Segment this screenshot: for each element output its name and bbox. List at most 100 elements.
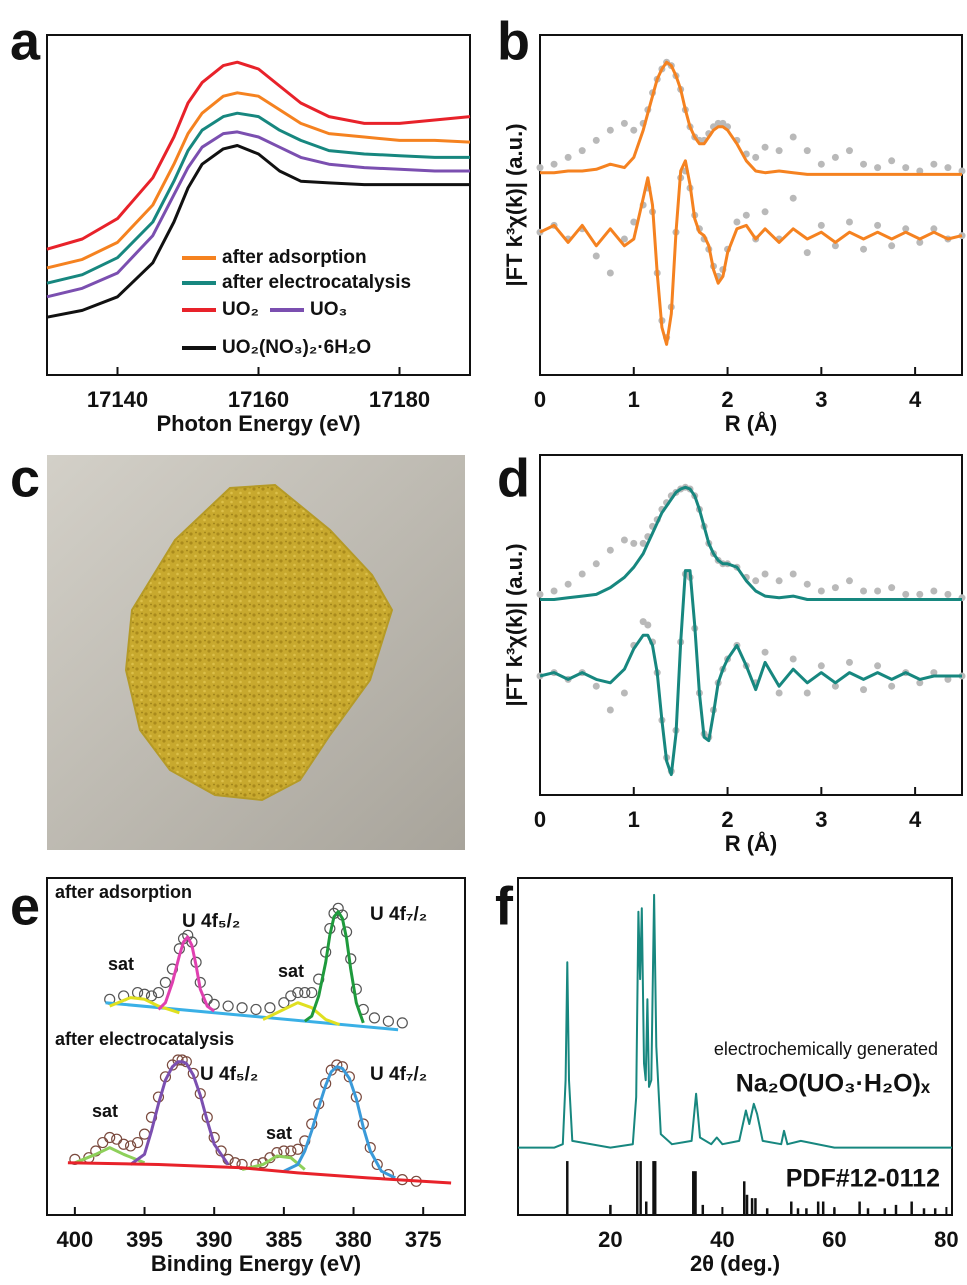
x-axis-label: 2θ (deg.) [690,1251,780,1276]
annotation: Na₂O(UO₃·H₂O)ₓ [736,1070,931,1098]
legend-label: UO₃ [310,299,347,320]
data-circle [292,1143,304,1155]
data-dot [902,590,910,598]
data-line [109,996,180,1015]
data-dot [789,570,797,578]
data-dot [592,682,600,690]
data-dot [874,164,882,172]
photo-panel: c [10,448,465,850]
data-circle [222,1000,234,1012]
panel-label: b [497,11,530,71]
annotation: U 4f₅/₂ [200,1064,258,1085]
data-dot [930,225,938,233]
data-dot [752,153,760,161]
data-dot [789,133,797,141]
data-circle [145,990,158,1002]
annotation: U 4f₅/₂ [182,911,240,932]
y-axis-label: |FT k³χ(k)| (a.u.) [502,543,527,706]
x-tick-label: 4 [909,807,922,832]
annotation: U 4f₇/₂ [370,1064,427,1085]
data-circle [172,1054,184,1066]
data-circle [371,1158,383,1171]
data-dot [944,590,952,598]
x-tick-label: 0 [534,807,546,832]
x-tick-label: 60 [822,1227,846,1252]
legend-label: UO₂(NO₃)₂·6H₂O [222,337,371,358]
data-circle [396,1017,408,1029]
data-line [518,893,952,1149]
data-dot [761,648,769,656]
data-dot [831,682,839,690]
data-line [283,1065,396,1180]
annotation: after electrocatalysis [55,1029,234,1049]
data-circle [236,1002,248,1014]
data-line [157,935,216,1013]
data-dot [888,682,896,690]
x-tick-label: 3 [815,807,827,832]
data-dot [536,164,544,172]
data-line [105,1001,399,1032]
data-dot [860,160,868,168]
data-circle [368,1012,381,1024]
data-circle [264,1002,276,1014]
data-circle [104,1131,116,1144]
data-line [129,1060,230,1166]
x-tick-label: 380 [335,1227,372,1252]
x-tick-label: 17160 [228,387,289,412]
data-line [303,910,365,1024]
data-dot [606,706,614,714]
data-dot [761,208,769,216]
data-circle [285,1145,297,1157]
x-tick-label: 3 [815,387,827,412]
data-circle [152,986,165,999]
data-dot [775,689,783,697]
plot-frame [539,454,963,796]
x-axis-label: Photon Energy (eV) [156,411,360,436]
x-tick-label: 17180 [369,387,430,412]
x-tick-label: 40 [710,1227,734,1252]
data-line [46,130,470,299]
panel-label: c [10,448,40,508]
data-line [46,111,470,285]
data-line [540,60,962,176]
data-dot [803,580,811,588]
data-dot [817,587,825,595]
data-dot [564,580,572,588]
annotation: sat [92,1101,118,1121]
x-tick-label: 375 [405,1227,442,1252]
data-circle [131,1136,144,1149]
data-line [46,144,470,319]
data-dot [606,269,614,277]
panel-label: d [497,448,530,508]
legend-label: UO₂ [222,299,259,320]
data-circle [125,1140,137,1152]
data-line [262,1001,341,1027]
data-dot [902,164,910,172]
data-line [74,1146,146,1165]
data-dot [630,539,638,547]
data-dot [817,662,825,670]
data-dot [620,689,628,697]
x-tick-label: 20 [598,1227,622,1252]
data-dot [639,539,647,547]
data-dot [930,669,938,677]
annotation: U 4f₇/₂ [370,904,427,925]
data-dot [742,211,750,219]
data-dot [958,167,966,175]
data-line [241,1154,306,1171]
data-dot [606,126,614,134]
data-dot [888,584,896,592]
data-dot [916,590,924,598]
data-dot [620,235,628,243]
x-tick-label: 385 [266,1227,303,1252]
data-dot [630,126,638,134]
data-dot [860,245,868,253]
annotation: sat [266,1123,292,1143]
x-axis-label: R (Å) [725,830,778,856]
x-tick-label: 0 [534,387,546,412]
x-axis-label: Binding Energy (eV) [151,1251,361,1276]
data-line [539,159,963,346]
data-dot [874,221,882,229]
data-dot [550,587,558,595]
y-axis-label: |FT k³χ(k)| (a.u.) [502,123,527,286]
